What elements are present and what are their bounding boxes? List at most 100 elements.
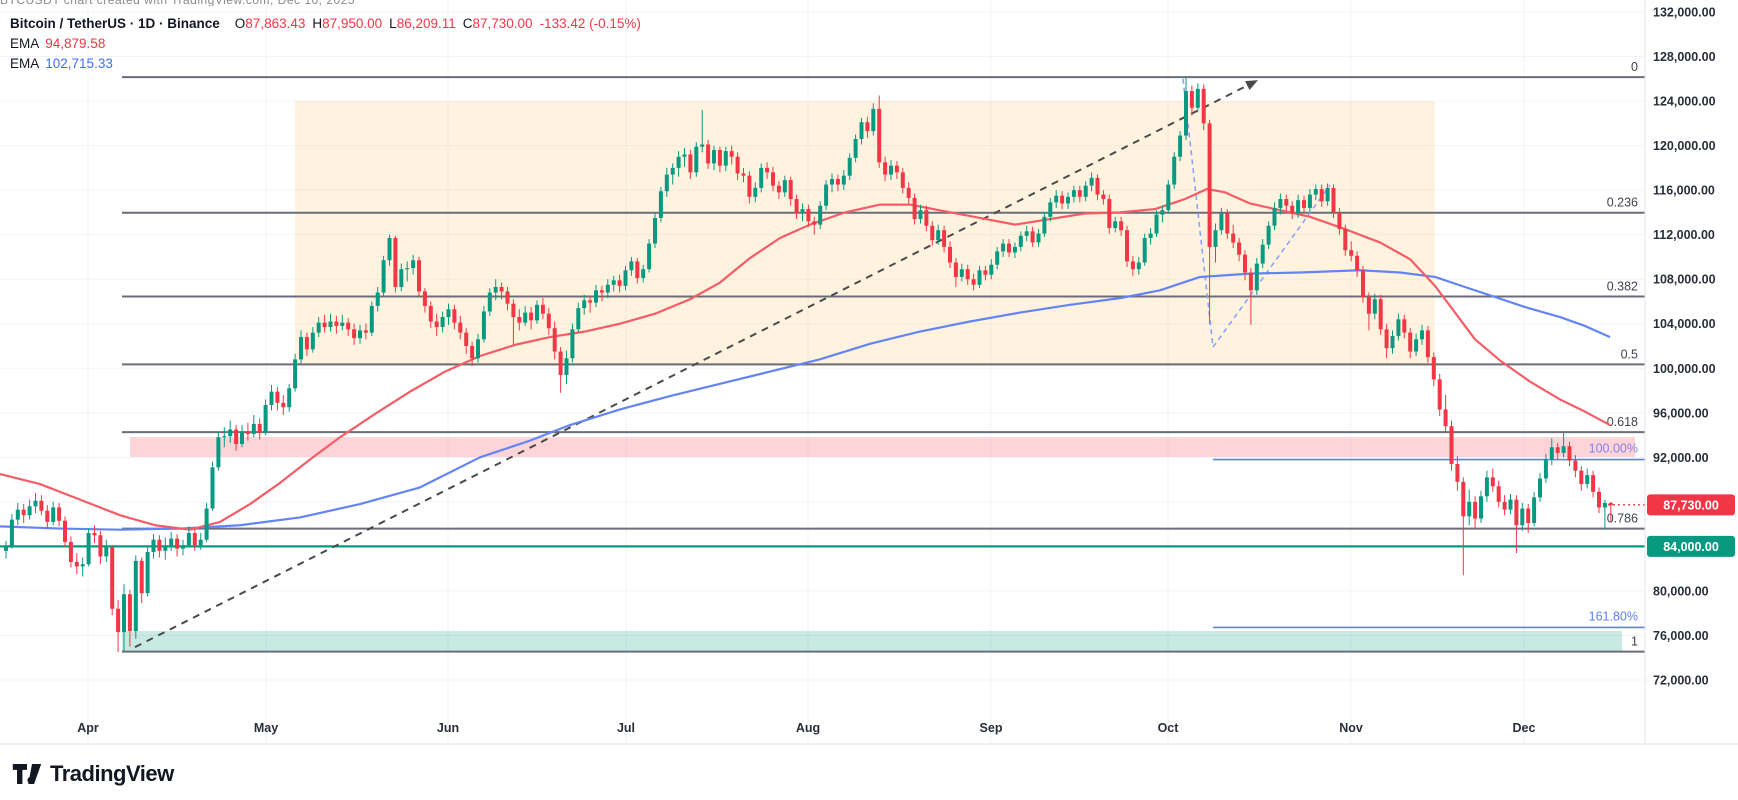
candle[interactable] <box>440 317 445 328</box>
candle[interactable] <box>1089 177 1094 186</box>
candle[interactable] <box>186 533 191 546</box>
candle[interactable] <box>1502 501 1507 510</box>
candle[interactable] <box>1479 496 1483 519</box>
candle[interactable] <box>1272 207 1277 226</box>
candle[interactable] <box>1425 330 1430 358</box>
candle[interactable] <box>499 286 504 292</box>
candle[interactable] <box>74 561 79 567</box>
ema-slow-line[interactable] <box>0 269 1611 531</box>
candle[interactable] <box>98 535 103 557</box>
symbol-row[interactable]: Bitcoin / TetherUS · 1D · Binance O87,863… <box>10 14 641 34</box>
candle[interactable] <box>1054 195 1059 203</box>
candle[interactable] <box>1555 447 1560 453</box>
candle[interactable] <box>210 467 215 509</box>
candle[interactable] <box>446 309 451 318</box>
candle[interactable] <box>1201 88 1206 124</box>
candle[interactable] <box>889 165 893 175</box>
candle[interactable] <box>1490 477 1495 487</box>
candle[interactable] <box>800 209 805 214</box>
candle[interactable] <box>741 173 746 176</box>
candle[interactable] <box>599 290 604 293</box>
candle[interactable] <box>517 317 522 323</box>
pink-supply-zone[interactable] <box>130 437 1635 457</box>
candle[interactable] <box>86 533 91 565</box>
candle[interactable] <box>322 322 327 328</box>
candle[interactable] <box>859 122 864 139</box>
candle[interactable] <box>995 251 1000 265</box>
candle[interactable] <box>198 539 203 546</box>
candle[interactable] <box>1343 229 1348 251</box>
candle[interactable] <box>1142 237 1147 263</box>
candle[interactable] <box>930 225 935 241</box>
candle[interactable] <box>1184 91 1188 136</box>
candle[interactable] <box>127 594 132 631</box>
candle[interactable] <box>924 210 929 226</box>
candle[interactable] <box>192 533 197 546</box>
candle[interactable] <box>576 308 581 330</box>
candle[interactable] <box>245 431 250 434</box>
candle[interactable] <box>80 564 85 567</box>
candle[interactable] <box>299 337 303 360</box>
candle[interactable] <box>540 304 545 314</box>
candle[interactable] <box>729 151 734 157</box>
candle[interactable] <box>228 429 233 437</box>
candle[interactable] <box>234 429 239 444</box>
candle[interactable] <box>1402 319 1407 333</box>
candle[interactable] <box>824 184 829 206</box>
candle[interactable] <box>1414 339 1419 352</box>
ema-slow-row[interactable]: EMA 102,715.33 <box>10 54 641 74</box>
candle[interactable] <box>1384 329 1389 349</box>
candle[interactable] <box>1355 255 1360 271</box>
candle[interactable] <box>588 300 593 303</box>
candle[interactable] <box>1195 88 1200 108</box>
candle[interactable] <box>1337 212 1342 230</box>
candle[interactable] <box>806 209 811 222</box>
candle[interactable] <box>1007 243 1011 253</box>
candle[interactable] <box>1296 200 1301 214</box>
candle[interactable] <box>1048 202 1053 217</box>
candle[interactable] <box>257 423 262 433</box>
candle[interactable] <box>635 261 640 279</box>
candle[interactable] <box>1101 194 1106 200</box>
candle[interactable] <box>883 162 888 175</box>
candle[interactable] <box>346 322 351 330</box>
candle[interactable] <box>1278 199 1283 208</box>
candle[interactable] <box>1484 477 1489 497</box>
candle[interactable] <box>116 608 121 633</box>
candle[interactable] <box>363 330 368 333</box>
candle[interactable] <box>894 165 899 173</box>
candle[interactable] <box>1307 194 1312 208</box>
teal-demand-zone[interactable] <box>122 630 1622 653</box>
candle[interactable] <box>452 309 457 323</box>
candle[interactable] <box>39 500 44 511</box>
candle[interactable] <box>464 332 469 346</box>
candle[interactable] <box>1543 459 1548 479</box>
candle[interactable] <box>564 358 569 375</box>
candle[interactable] <box>204 508 209 540</box>
candle[interactable] <box>92 533 97 536</box>
chart-legend[interactable]: Bitcoin / TetherUS · 1D · Binance O87,863… <box>10 14 641 74</box>
candle[interactable] <box>381 260 386 293</box>
candle[interactable] <box>1213 230 1218 247</box>
candle[interactable] <box>771 172 775 186</box>
candle[interactable] <box>1608 502 1613 506</box>
candle[interactable] <box>641 269 646 279</box>
candle[interactable] <box>841 175 846 185</box>
candle[interactable] <box>1366 297 1371 314</box>
candle[interactable] <box>122 594 126 633</box>
candle[interactable] <box>139 560 144 594</box>
candle[interactable] <box>269 391 274 405</box>
candle[interactable] <box>653 217 657 244</box>
candle[interactable] <box>1378 299 1383 330</box>
candle[interactable] <box>1538 478 1542 498</box>
candle[interactable] <box>1148 233 1153 238</box>
candle[interactable] <box>682 154 687 157</box>
candle[interactable] <box>1001 243 1006 252</box>
candle[interactable] <box>1420 330 1424 340</box>
candle[interactable] <box>1284 199 1289 206</box>
candle[interactable] <box>1602 502 1607 508</box>
candle[interactable] <box>1349 250 1354 256</box>
candle[interactable] <box>240 431 244 444</box>
candle[interactable] <box>706 144 711 164</box>
candle[interactable] <box>1071 190 1076 197</box>
